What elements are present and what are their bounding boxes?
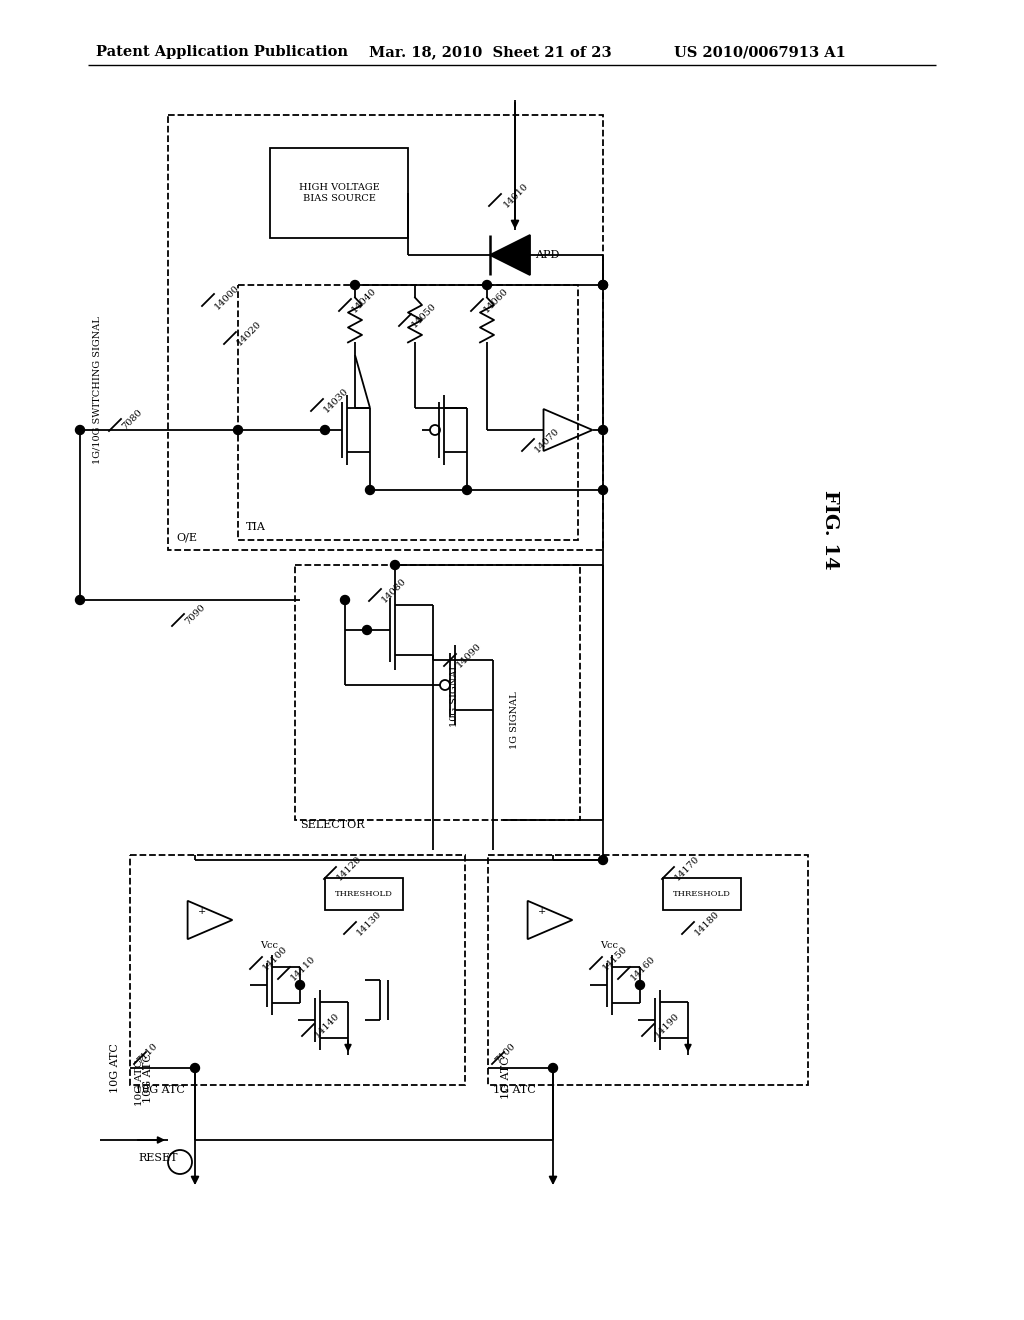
Text: O/E: O/E: [176, 532, 197, 543]
Text: +: +: [538, 908, 546, 916]
Circle shape: [362, 626, 372, 635]
Text: 14100: 14100: [261, 944, 290, 972]
Text: 10G ATC: 10G ATC: [135, 1060, 144, 1106]
Text: 10G ATC: 10G ATC: [143, 1053, 153, 1104]
Bar: [488, 855, 808, 1085]
Text: 1G SIGNAL: 1G SIGNAL: [510, 692, 519, 748]
Bar: [130, 855, 465, 1085]
Circle shape: [636, 981, 644, 990]
Circle shape: [598, 855, 607, 865]
Text: TIA: TIA: [246, 521, 266, 532]
Text: APD: APD: [535, 249, 559, 260]
Circle shape: [482, 281, 492, 289]
Circle shape: [233, 425, 243, 434]
Text: 7090: 7090: [183, 603, 207, 627]
Bar: [295, 565, 580, 820]
Text: 14160: 14160: [629, 954, 657, 982]
Text: 14070: 14070: [534, 426, 561, 454]
Circle shape: [598, 281, 607, 289]
Circle shape: [598, 486, 607, 495]
Text: 14060: 14060: [482, 286, 510, 314]
Text: Vcc: Vcc: [260, 940, 278, 949]
Polygon shape: [490, 235, 530, 275]
Bar: [238, 285, 578, 540]
Circle shape: [76, 595, 85, 605]
Text: THRESHOLD: THRESHOLD: [335, 890, 393, 898]
Text: Vcc: Vcc: [600, 940, 618, 949]
Text: 14040: 14040: [350, 286, 378, 314]
Text: 14130: 14130: [355, 908, 383, 937]
Text: THRESHOLD: THRESHOLD: [673, 890, 731, 898]
Circle shape: [598, 281, 607, 289]
Text: 14090: 14090: [455, 642, 483, 669]
Bar: [168, 115, 603, 550]
Text: 7080: 7080: [120, 408, 143, 432]
Bar: [270, 148, 408, 238]
Circle shape: [390, 561, 399, 569]
Text: HIGH VOLTAGE
BIAS SOURCE: HIGH VOLTAGE BIAS SOURCE: [299, 183, 379, 203]
Circle shape: [321, 425, 330, 434]
Text: 14030: 14030: [322, 385, 350, 414]
Circle shape: [350, 281, 359, 289]
Circle shape: [598, 425, 607, 434]
Text: 14150: 14150: [601, 944, 630, 972]
Circle shape: [296, 981, 304, 990]
Text: SELECTOR: SELECTOR: [300, 820, 365, 830]
Text: 14110: 14110: [289, 954, 317, 982]
Text: 10G ATC: 10G ATC: [135, 1085, 185, 1096]
Text: 7100: 7100: [493, 1041, 517, 1065]
Bar: [325, 878, 403, 909]
Text: 14180: 14180: [693, 909, 721, 937]
Text: 14120: 14120: [335, 854, 364, 882]
Circle shape: [341, 595, 349, 605]
Circle shape: [190, 1064, 200, 1072]
Text: 7110: 7110: [135, 1041, 159, 1065]
Text: 10G ATC: 10G ATC: [110, 1043, 120, 1093]
Text: US 2010/0067913 A1: US 2010/0067913 A1: [674, 45, 846, 59]
Text: 14020: 14020: [234, 319, 263, 347]
Bar: [663, 878, 741, 909]
Text: RESET: RESET: [138, 1152, 177, 1163]
Text: FIG. 14: FIG. 14: [821, 490, 839, 570]
Circle shape: [76, 425, 85, 434]
Text: Mar. 18, 2010  Sheet 21 of 23: Mar. 18, 2010 Sheet 21 of 23: [369, 45, 611, 59]
Text: 14140: 14140: [313, 1011, 341, 1039]
Text: 14000: 14000: [213, 282, 242, 312]
Circle shape: [463, 486, 471, 495]
Text: Patent Application Publication: Patent Application Publication: [96, 45, 348, 59]
Text: 14050: 14050: [410, 301, 438, 329]
Text: 1G/10G SWITCHING SIGNAL: 1G/10G SWITCHING SIGNAL: [92, 315, 101, 463]
Text: 14010: 14010: [502, 181, 530, 209]
Text: 10G SIGNAL: 10G SIGNAL: [450, 663, 459, 727]
Text: 1G ATC: 1G ATC: [493, 1085, 536, 1096]
Text: 14170: 14170: [673, 854, 701, 882]
Text: +: +: [198, 908, 206, 916]
Text: 1G ATC: 1G ATC: [501, 1056, 511, 1100]
Circle shape: [366, 486, 375, 495]
Circle shape: [549, 1064, 557, 1072]
Text: 14080: 14080: [380, 576, 409, 605]
Text: 14190: 14190: [653, 1011, 681, 1039]
